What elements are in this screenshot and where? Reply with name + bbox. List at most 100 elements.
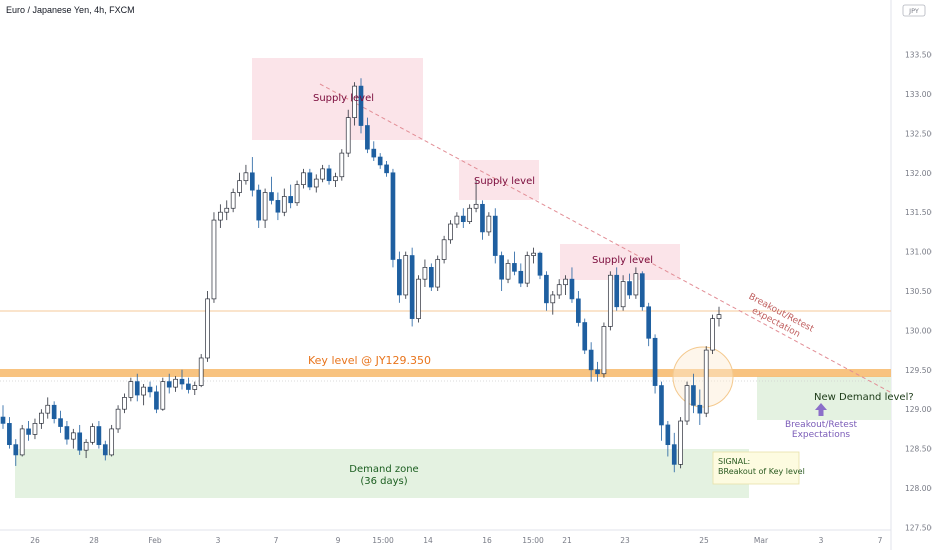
x-tick-label: Mar [754,536,769,545]
candle-up [467,207,473,223]
key-level-band [0,369,891,377]
currency-badge-label: JPY [908,7,919,15]
candle-up [550,294,556,304]
x-tick-label: 7 [274,536,279,545]
candle-down [134,381,140,396]
candle-up [32,423,38,435]
candle-up [435,259,441,288]
candle-down [326,168,332,182]
candle-down [256,189,262,221]
candle-up [403,255,409,296]
candle-down [26,428,31,435]
candle-down [480,203,485,233]
candle-down [544,274,549,304]
expectations-label-2: Expectations [792,430,850,440]
candle-down [102,444,108,456]
candle-down [58,418,63,427]
candle-up [198,357,204,386]
x-tick-label: 15:00 [522,536,544,545]
candle-down [409,255,415,319]
x-tick-label: 15:00 [372,536,394,545]
candle-up [684,385,690,422]
x-tick-label: 14 [423,536,433,545]
candle-down [365,125,370,150]
candle-down [51,404,57,420]
candle-down [96,426,102,446]
candle-down [671,444,677,465]
candle-up [192,385,198,390]
candle-up [416,278,421,319]
x-tick-label: 21 [562,536,572,545]
candle-up [128,381,134,398]
new-demand-label: New Demand level? [814,392,914,403]
candle-up [115,408,121,430]
candle-down [569,278,575,300]
candle-up [205,298,210,359]
candle-down [518,270,524,284]
candle-up [710,318,715,351]
demand-zone-label-2: (36 days) [360,476,407,487]
candle-up [262,192,268,221]
candle-up [301,172,306,185]
candle-up [703,349,709,414]
x-tick-label: 23 [620,536,630,545]
candle-down [147,386,153,393]
x-tick-label: 3 [216,536,221,545]
signal-label-2: BReakout of Key level [718,467,805,476]
candle-up [83,441,89,451]
x-tick-label: 3 [819,536,824,545]
candle-down [384,164,389,174]
candle-up [607,274,613,327]
y-tick-label: 131.000 [905,248,932,257]
candle-up [339,152,345,178]
candle-up [345,117,351,154]
y-tick-label: 128.000 [905,484,932,493]
candle-down [179,378,185,385]
candle-up [563,278,568,286]
candle-up [313,178,319,188]
candle-up [160,381,166,410]
candle-up [633,273,639,296]
candle-up [620,281,626,308]
candle-up [352,85,357,118]
candle-up [524,255,530,284]
candle-up [473,203,479,209]
candle-down [499,255,504,280]
candle-up [454,215,460,225]
candle-up [333,176,338,182]
candle-down [512,263,517,272]
candle-down [460,215,466,223]
candle-up [243,172,249,182]
candle-down [307,172,313,188]
y-tick-label: 131.500 [905,208,932,217]
candle-down [697,404,703,414]
candle-up [230,192,236,209]
candle-down [371,148,377,158]
candle-up [294,184,300,204]
y-tick-label: 133.500 [905,51,932,60]
expectations-label-1: Breakout/Retest [785,420,858,430]
supply-zone-2 [459,160,539,200]
candle-down [595,369,600,375]
signal-label-1: SIGNAL: [718,457,750,466]
candle-up [601,326,607,375]
candle-up [173,378,178,388]
candle-up [109,428,115,456]
x-tick-label: 16 [482,536,492,545]
y-tick-label: 128.500 [905,445,932,454]
candle-down [0,416,6,424]
candle-up [422,267,428,280]
new-demand-zone [757,376,891,420]
candle-up [531,252,536,256]
currency-badge[interactable] [902,4,926,17]
candle-up [505,263,511,280]
descending-trendline [319,83,891,393]
x-tick-label: Feb [148,536,162,545]
y-tick-label: 130.500 [905,287,932,296]
candle-up [237,180,242,193]
candle-down [13,444,19,456]
candle-down [275,200,281,213]
demand-zone-label-1: Demand zone [349,464,418,475]
arrow-up-icon [815,403,827,416]
